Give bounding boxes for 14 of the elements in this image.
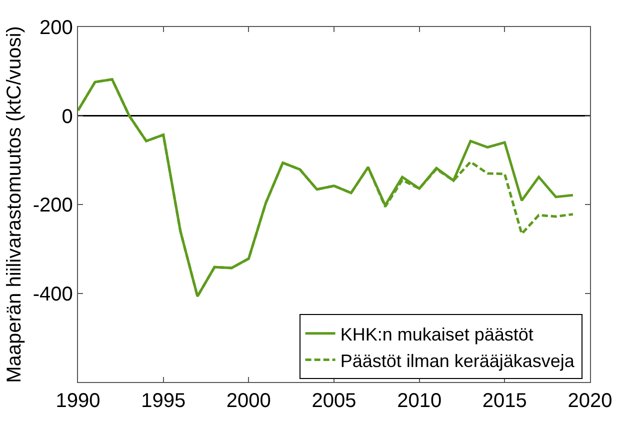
x-tick-label: 1990 (56, 390, 100, 412)
y-tick-label: -400 (32, 283, 73, 306)
y-tick-label: -200 (32, 194, 73, 216)
x-tick-label: 2005 (312, 390, 356, 412)
y-tick-label: 0 (62, 106, 73, 128)
x-tick-label: 2015 (482, 390, 527, 412)
legend-label: Päästöt ilman kerääjäkasveja (340, 350, 576, 371)
legend-label: KHK:n mukaiset päästöt (340, 324, 534, 344)
y-tick-label: 200 (40, 17, 73, 39)
x-tick-label: 2010 (397, 390, 442, 412)
x-tick-label: 1995 (141, 390, 186, 412)
x-tick-label: 2020 (568, 390, 612, 412)
x-tick-label: 2000 (226, 390, 271, 412)
y-axis-title: Maaperän hiilivarastomuutos (ktC/vuosi) (3, 26, 26, 383)
